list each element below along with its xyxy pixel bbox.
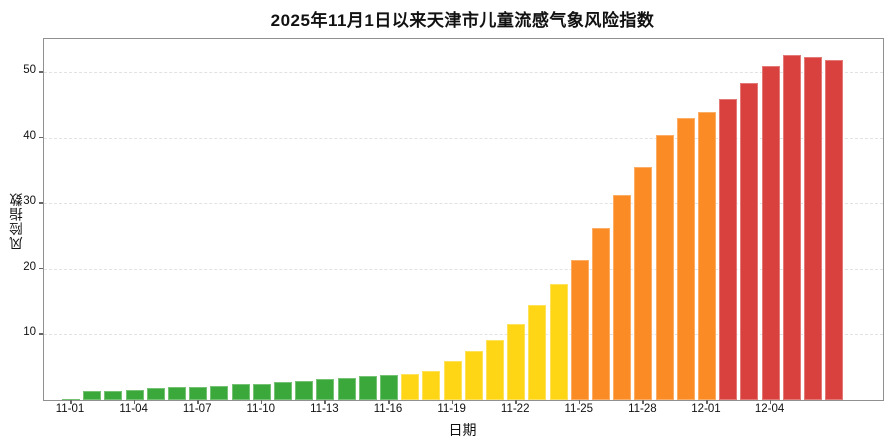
bar-11-06 bbox=[168, 387, 186, 400]
y-tick-mark bbox=[39, 136, 43, 139]
bar-11-05 bbox=[146, 388, 165, 400]
x-tick-mark bbox=[769, 400, 772, 404]
bar-11-01 bbox=[62, 399, 80, 400]
y-tick-mark bbox=[39, 202, 43, 204]
y-tick-mark bbox=[39, 71, 43, 73]
gridline-40 bbox=[44, 137, 883, 139]
bar-11-10 bbox=[252, 384, 271, 400]
bar-11-03 bbox=[104, 391, 123, 400]
bar-12-06 bbox=[804, 57, 822, 400]
bar-11-14 bbox=[337, 378, 356, 400]
x-tick-mark bbox=[260, 400, 263, 404]
y-tick-mark bbox=[39, 267, 43, 270]
bar-11-28 bbox=[634, 167, 653, 400]
bar-11-16 bbox=[380, 375, 398, 400]
gridline-30 bbox=[44, 203, 883, 205]
bar-11-09 bbox=[231, 384, 250, 400]
bar-12-01 bbox=[698, 112, 716, 400]
bar-12-04 bbox=[761, 66, 780, 400]
bar-11-25 bbox=[570, 260, 589, 400]
plot-area bbox=[43, 38, 884, 401]
chart-title: 2025年11月1日以来天津市儿童流感气象风险指数 bbox=[270, 11, 655, 30]
x-tick-label: 11-25 bbox=[564, 403, 594, 415]
bar-11-04 bbox=[125, 390, 144, 400]
x-tick-mark bbox=[388, 400, 390, 404]
y-tick-label: 10 bbox=[23, 326, 36, 339]
x-tick-label: 12-01 bbox=[691, 403, 721, 415]
bar-11-12 bbox=[295, 381, 314, 400]
bar-11-21 bbox=[486, 340, 504, 400]
bar-11-27 bbox=[613, 195, 632, 400]
gridline-10 bbox=[44, 334, 883, 336]
bar-11-13 bbox=[316, 379, 335, 400]
x-tick-mark bbox=[578, 400, 581, 404]
bar-11-19 bbox=[443, 361, 462, 400]
x-tick-mark bbox=[515, 400, 517, 404]
bar-11-20 bbox=[464, 351, 483, 400]
x-tick-label: 12-04 bbox=[754, 403, 785, 415]
y-tick-label: 50 bbox=[23, 64, 36, 77]
x-tick-label: 11-22 bbox=[500, 403, 530, 415]
x-tick-label: 11-10 bbox=[246, 403, 276, 415]
gridline-50 bbox=[44, 72, 883, 74]
x-tick-label: 11-19 bbox=[437, 403, 466, 415]
bar-11-22 bbox=[507, 324, 526, 400]
x-tick-mark bbox=[70, 400, 72, 404]
y-tick-label: 30 bbox=[23, 195, 36, 208]
bar-11-17 bbox=[401, 374, 420, 400]
bar-11-30 bbox=[676, 118, 695, 400]
y-tick-label: 20 bbox=[23, 260, 36, 273]
bar-11-11 bbox=[274, 382, 292, 400]
x-tick-mark bbox=[642, 400, 644, 404]
gridline-20 bbox=[44, 268, 883, 270]
x-tick-label: 11-07 bbox=[182, 403, 212, 415]
x-tick-label: 11-28 bbox=[628, 403, 657, 415]
bar-11-26 bbox=[592, 228, 610, 400]
x-tick-label: 11-13 bbox=[310, 403, 339, 415]
bar-12-03 bbox=[740, 83, 759, 400]
bar-12-05 bbox=[782, 55, 801, 400]
x-tick-label: 11-16 bbox=[373, 403, 403, 415]
x-tick-mark bbox=[451, 400, 454, 404]
bar-11-07 bbox=[189, 387, 208, 400]
x-tick-mark bbox=[197, 400, 199, 404]
x-tick-label: 11-04 bbox=[119, 403, 148, 415]
bar-11-18 bbox=[422, 371, 441, 400]
x-tick-label: 11-01 bbox=[55, 403, 85, 415]
x-axis-label: 日期 bbox=[448, 422, 477, 438]
bar-11-08 bbox=[210, 386, 229, 400]
bar-11-23 bbox=[528, 305, 547, 400]
x-tick-mark bbox=[324, 400, 326, 404]
bar-12-07 bbox=[825, 60, 844, 400]
bar-11-02 bbox=[83, 391, 102, 400]
bar-11-15 bbox=[358, 376, 377, 400]
bar-11-24 bbox=[549, 284, 568, 400]
bar-12-02 bbox=[719, 99, 738, 400]
y-tick-label: 40 bbox=[23, 129, 36, 142]
x-tick-mark bbox=[133, 400, 136, 404]
bar-11-29 bbox=[655, 135, 674, 400]
y-tick-mark bbox=[39, 333, 43, 335]
x-tick-mark bbox=[706, 400, 708, 404]
